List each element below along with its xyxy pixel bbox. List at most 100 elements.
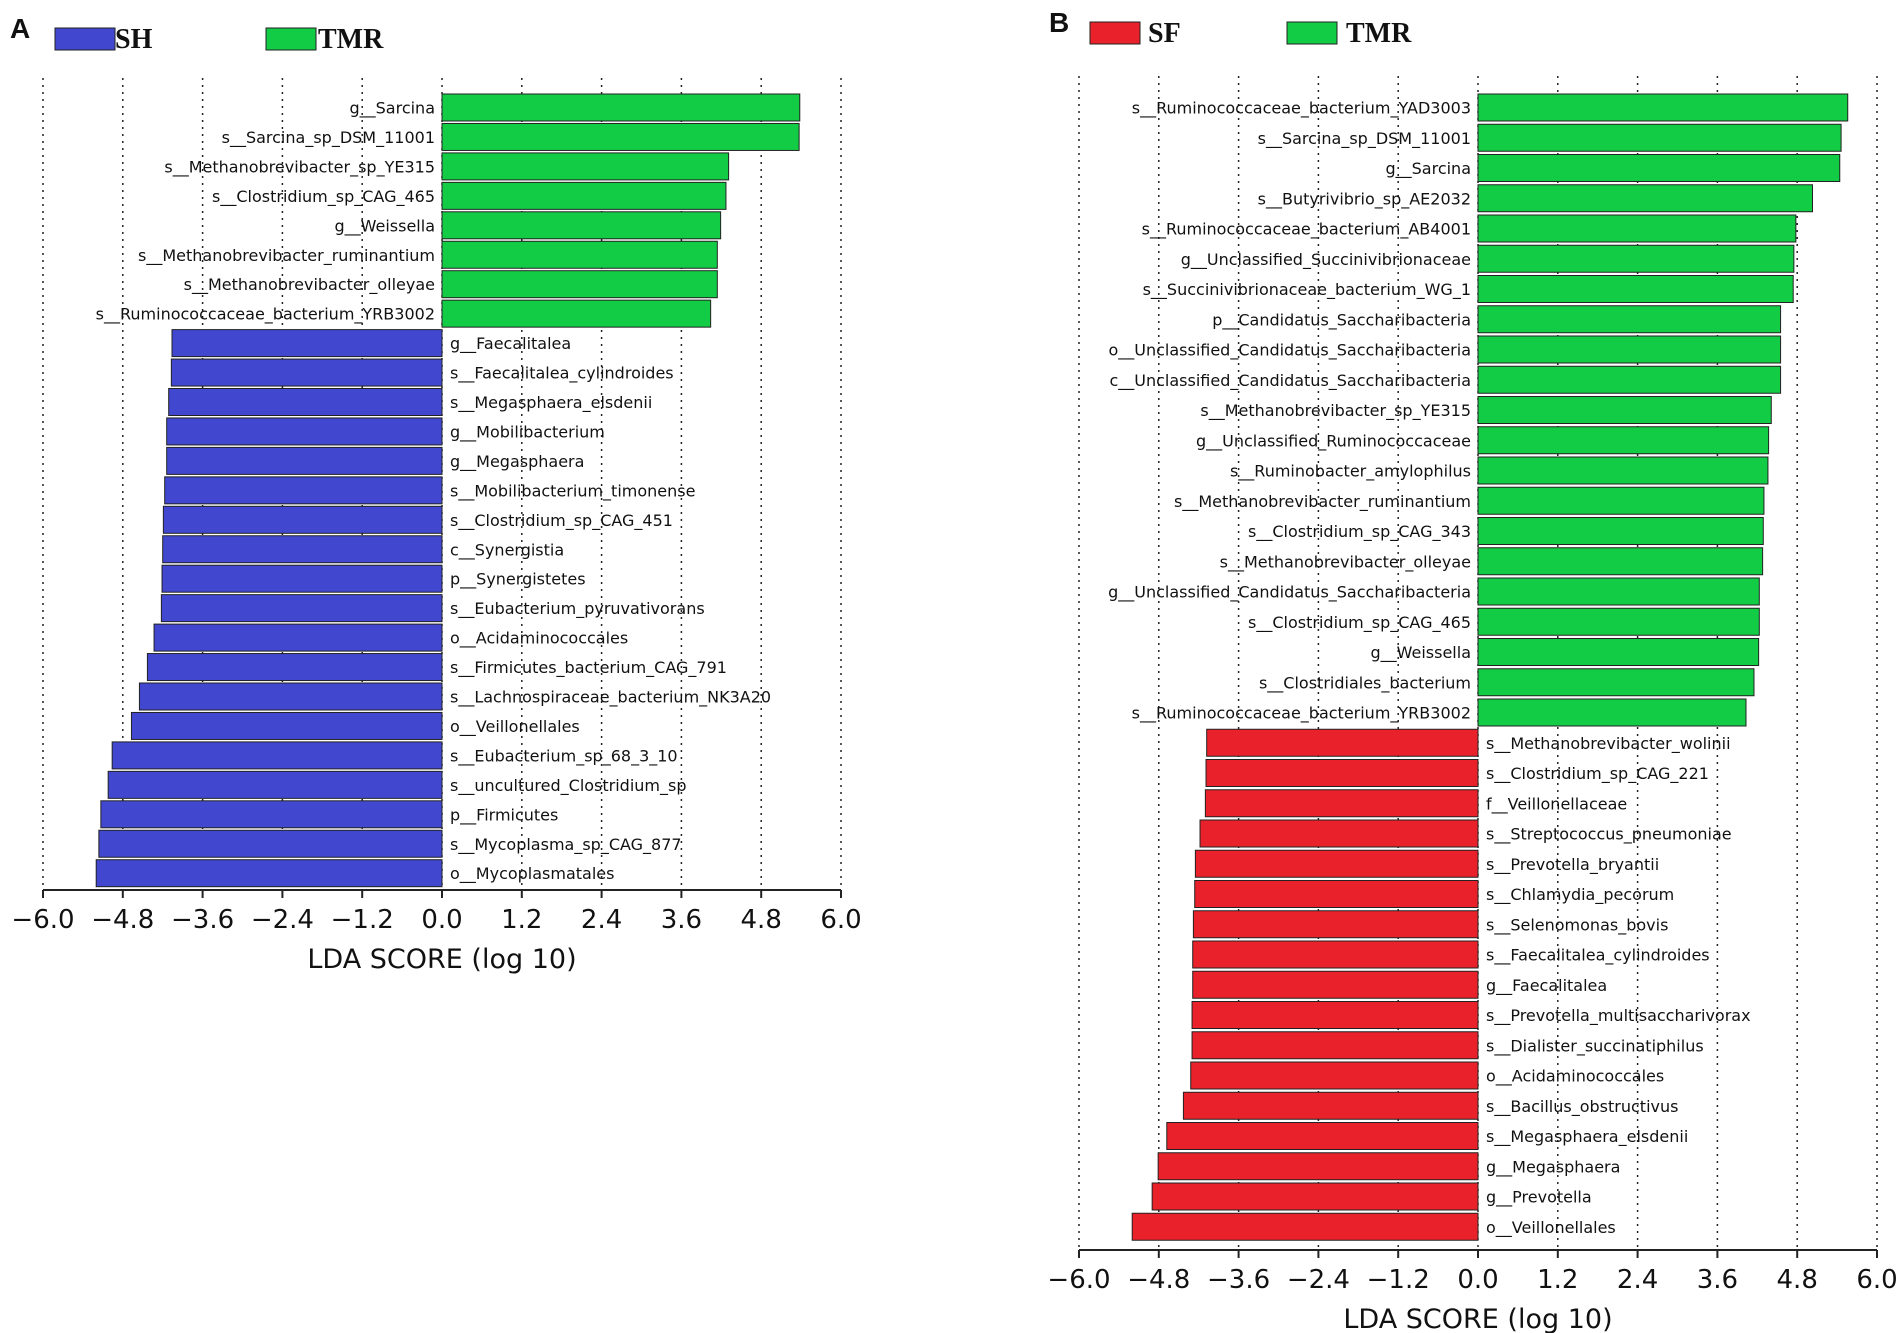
x-tick-label: 1.2 [501, 905, 542, 935]
bar-tmr [441, 211, 722, 240]
bar-tmr [1477, 214, 1797, 243]
x-tick-label: 3.6 [661, 905, 702, 935]
bar-label: s__Dialister_succinatiphilus [1486, 1036, 1704, 1056]
bar-label: s__Ruminococcaceae_bacterium_YAD3003 [1132, 99, 1471, 119]
bar-label: s__Clostridium_sp_CAG_451 [450, 511, 673, 531]
x-tick-label: −2.4 [1287, 1265, 1350, 1295]
bar-label: s__Methanobrevibacter_ruminantium [138, 246, 435, 266]
bar-label: s__Methanobrevibacter_olleyae [1220, 552, 1471, 572]
bar-tmr [1477, 275, 1794, 303]
bar-label: g__Faecalitalea [1486, 976, 1607, 996]
bar-tmr [441, 181, 727, 210]
bar-tmr [1477, 426, 1770, 455]
bar-sf [1194, 849, 1479, 878]
bar-label: s__Prevotella_multisaccharivorax [1486, 1006, 1751, 1026]
bar-label: s__Methanobrevibacter_wolinii [1486, 734, 1731, 754]
bar-label: g__Unclassified_Candidatus_Saccharibacte… [1108, 583, 1471, 603]
bar-tmr [1477, 638, 1760, 666]
bar-label: s__Prevotella_bryantii [1486, 855, 1659, 875]
bar-sf [1199, 819, 1479, 848]
bar-label: s__Methanobrevibacter_sp_YE315 [164, 157, 435, 177]
bar-label: s__Methanobrevibacter_ruminantium [1174, 492, 1471, 512]
bar-label: s__Sarcina_sp_DSM_11001 [1258, 129, 1471, 149]
legend-swatch-sh [54, 27, 116, 51]
bar-sf [1205, 759, 1479, 787]
x-tick-label: −4.8 [91, 905, 154, 935]
bar-label: g__Unclassified_Ruminococcaceae [1196, 431, 1471, 451]
bar-tmr [441, 152, 730, 181]
legend-label-sf: SF [1148, 18, 1181, 49]
bar-label: g__Prevotella [1486, 1188, 1592, 1208]
x-tick-label: −6.0 [11, 905, 74, 935]
bar-tmr [1477, 456, 1769, 485]
bar-label: s__Eubacterium_pyruvativorans [450, 599, 705, 619]
legend-swatch-tmr [1286, 21, 1338, 45]
bar-tmr [1477, 335, 1782, 364]
bar-label: s__Megasphaera_elsdenii [450, 393, 652, 413]
legend-label-tmr: TMR [1346, 18, 1412, 49]
bar-tmr [1477, 547, 1764, 576]
bar-label: o__Veillonellales [450, 717, 580, 737]
bar-sf [1204, 789, 1479, 818]
x-tick-label: −4.8 [1127, 1265, 1190, 1295]
panel-b: B SF TMR s__Ruminococcaceae_bacterium_YAD30… [1047, 7, 1897, 1333]
bar-label: s__Butyrivibrio_sp_AE2032 [1258, 189, 1471, 209]
bar-label: s__Sarcina_sp_DSM_11001 [222, 128, 435, 148]
panel-a: A SH TMR g__Sarcina s__Sarcina_sp_DSM_11001s… [10, 13, 862, 975]
panel-letter: B [1049, 7, 1069, 38]
bar-sh [100, 800, 443, 829]
bar-sh [138, 682, 443, 711]
bar-sf [1206, 728, 1479, 757]
x-tick-label: −3.6 [171, 905, 234, 935]
bar-label: s__Mycoplasma_sp_CAG_877 [450, 835, 682, 855]
bar-label: c__Synergistia [450, 540, 564, 560]
bar-sh [171, 329, 443, 358]
bar-sf [1192, 940, 1479, 969]
bar-label: s__Megasphaera_elsdenii [1486, 1127, 1688, 1147]
x-tick-label: 1.2 [1537, 1265, 1578, 1295]
bar-label: c__Unclassified_Candidatus_Saccharibacte… [1109, 371, 1471, 391]
bar-label: s__Eubacterium_sp_68_3_10 [450, 746, 678, 766]
bar-label: s__Firmicutes_bacterium_CAG_791 [450, 658, 727, 678]
legend-label-tmr: TMR [318, 24, 384, 55]
bar-label: s__Clostridium_sp_CAG_465 [212, 187, 435, 207]
legend-swatch-sf [1089, 21, 1141, 45]
bar-label: s__Faecalitalea_cylindroides [1486, 946, 1710, 966]
bar-label: s__Bacillus_obstructivus [1486, 1097, 1678, 1117]
bar-label: s__Clostridiales_bacterium [1259, 673, 1471, 693]
bar-label: o__Veillonellales [1486, 1218, 1616, 1238]
bar-sf [1166, 1122, 1479, 1150]
bar-label: f__Veillonellaceae [1486, 794, 1627, 814]
bar-sf [1151, 1182, 1479, 1211]
bar-label: s__Succinivibrionaceae_bacterium_WG_1 [1143, 280, 1471, 300]
bar-tmr [1477, 517, 1764, 545]
legend-label-sh: SH [115, 24, 153, 55]
bar-sf [1131, 1212, 1479, 1241]
x-axis-title: LDA SCORE (log 10) [1343, 1304, 1612, 1333]
bar-tmr [441, 270, 718, 299]
bar-tmr [441, 240, 718, 269]
bar-label: s__uncultured_Clostridium_sp [450, 776, 687, 796]
bar-tmr [1477, 123, 1842, 152]
bar-label: g__Megasphaera [1486, 1157, 1620, 1177]
bar-label: s__Ruminococcaceae_bacterium_YRB3002 [1132, 704, 1471, 724]
bar-tmr [441, 299, 712, 328]
bar-label: s__Chlamydia_pecorum [1486, 885, 1674, 905]
bar-label: s__Clostridium_sp_CAG_343 [1248, 522, 1471, 542]
bar-sh [153, 623, 443, 652]
bar-tmr [1477, 698, 1747, 727]
bar-sh [111, 741, 443, 770]
x-tick-label: −2.4 [251, 905, 314, 935]
bar-label: s__Selenomonas_bovis [1486, 915, 1668, 935]
bar-sh [170, 358, 443, 387]
bar-tmr [1477, 607, 1760, 636]
panel-letter: A [10, 13, 30, 44]
x-tick-label: 2.4 [1617, 1265, 1658, 1295]
legend-swatch-tmr [265, 27, 317, 51]
bar-tmr [1477, 486, 1765, 515]
bar-label: s__Clostridium_sp_CAG_221 [1486, 764, 1709, 784]
bar-sf [1192, 970, 1479, 999]
bar-label: s__Ruminococcaceae_bacterium_YRB3002 [96, 305, 435, 325]
bar-label: g__Sarcina [349, 99, 435, 119]
bar-sf [1190, 1061, 1479, 1090]
